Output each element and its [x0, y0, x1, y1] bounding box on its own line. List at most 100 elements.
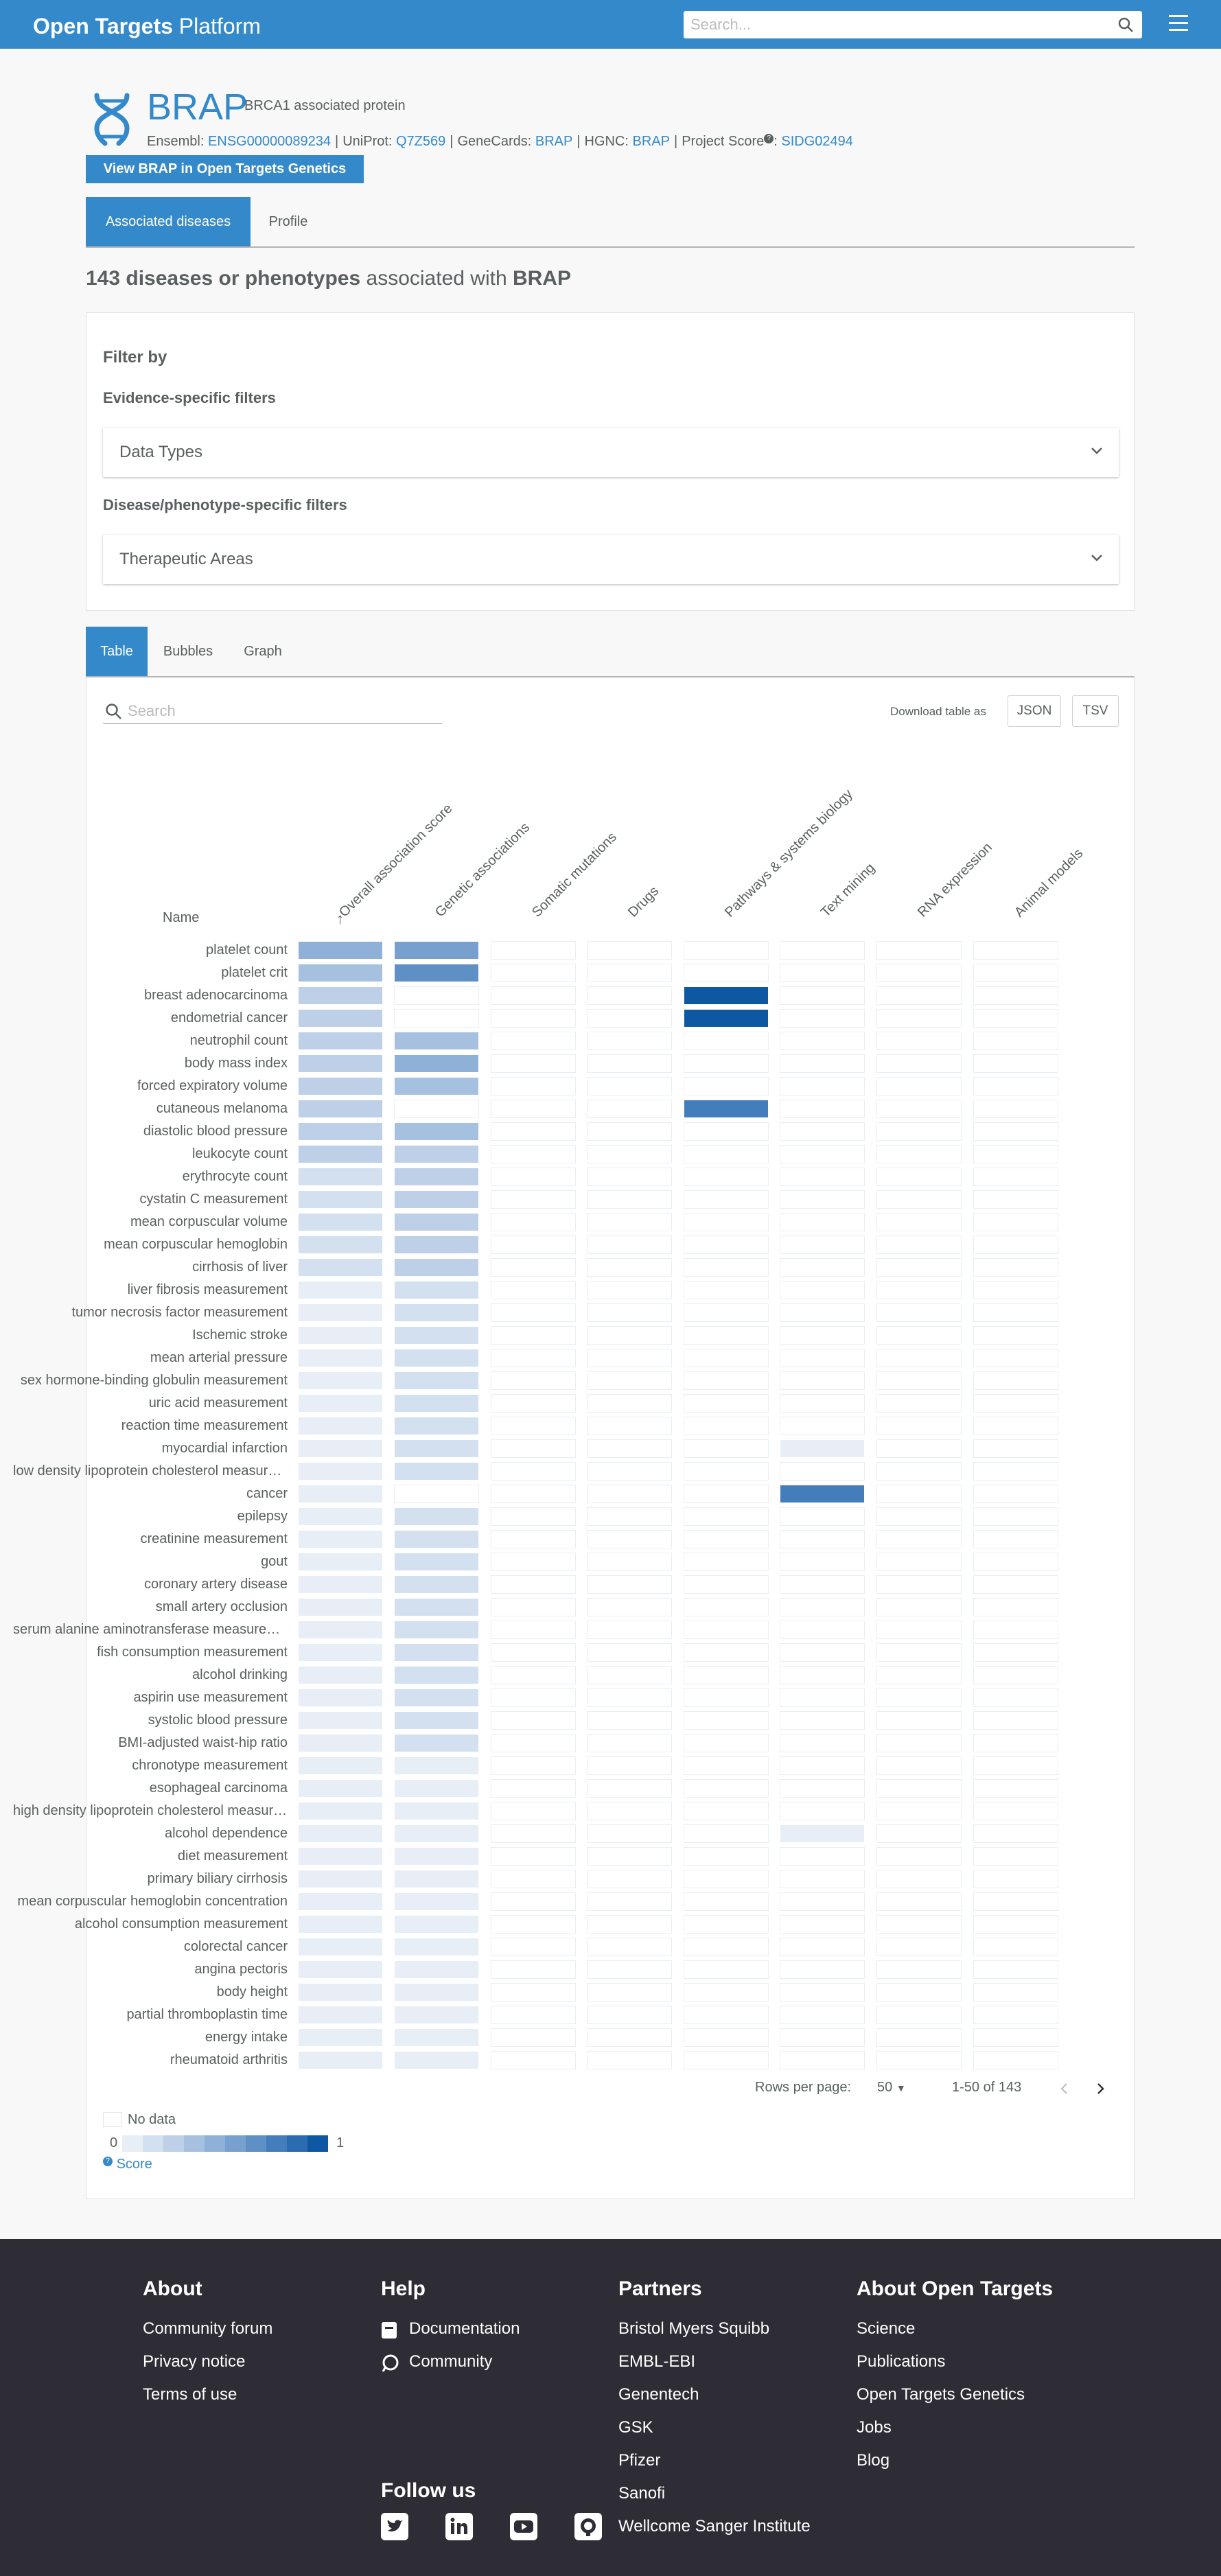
score-cell[interactable]: [394, 1032, 479, 1050]
score-cell[interactable]: [394, 1371, 479, 1390]
footer-link-genetics[interactable]: Open Targets Genetics: [857, 2385, 1025, 2404]
platform-logo[interactable]: Open Targets Platform: [33, 14, 261, 38]
score-cell[interactable]: [394, 1213, 479, 1231]
disease-name[interactable]: diastolic blood pressure: [143, 1124, 288, 1139]
score-cell[interactable]: [298, 1983, 383, 2001]
global-search-box[interactable]: [684, 11, 1142, 38]
score-cell[interactable]: [298, 1938, 383, 1956]
disease-name[interactable]: systolic blood pressure: [148, 1713, 288, 1728]
tab-table[interactable]: Table: [86, 627, 148, 676]
chevron-right-icon[interactable]: [1093, 2082, 1107, 2096]
name-column-header[interactable]: Name: [163, 910, 200, 925]
score-cell[interactable]: [394, 1258, 479, 1277]
score-cell[interactable]: [394, 1779, 479, 1798]
disease-name[interactable]: diet measurement: [177, 1848, 288, 1864]
tab-bubbles[interactable]: Bubbles: [163, 644, 213, 659]
score-cell[interactable]: [298, 1439, 383, 1458]
score-cell[interactable]: [394, 1326, 479, 1345]
tab-associated-diseases[interactable]: Associated diseases: [86, 197, 251, 246]
score-cell[interactable]: [394, 1235, 479, 1254]
score-cell[interactable]: [394, 1666, 479, 1684]
score-cell[interactable]: [298, 964, 383, 982]
score-cell[interactable]: [298, 1303, 383, 1322]
score-cell[interactable]: [394, 1394, 479, 1413]
footer-link-blog[interactable]: Blog: [857, 2451, 890, 2470]
footer-link-documentation[interactable]: Documentation: [409, 2319, 520, 2338]
score-cell[interactable]: [298, 1779, 383, 1798]
disease-name[interactable]: cystatin C measurement: [139, 1192, 288, 1207]
disease-name[interactable]: forced expiratory volume: [137, 1078, 288, 1093]
score-help-link[interactable]: ? Score: [103, 2157, 152, 2172]
score-cell[interactable]: [394, 1281, 479, 1299]
score-cell[interactable]: [298, 1145, 383, 1163]
footer-link-jobs[interactable]: Jobs: [857, 2418, 892, 2437]
disease-name[interactable]: rheumatoid arthritis: [170, 2052, 288, 2067]
disease-name[interactable]: serum alanine aminotransferase measureme…: [13, 1622, 288, 1637]
disease-name[interactable]: BMI-adjusted waist-hip ratio: [118, 1735, 288, 1750]
score-cell[interactable]: [394, 1575, 479, 1594]
score-cell[interactable]: [298, 1892, 383, 1911]
disease-name[interactable]: energy intake: [205, 2030, 288, 2045]
score-cell[interactable]: [298, 1575, 383, 1594]
tab-graph[interactable]: Graph: [244, 644, 282, 659]
score-cell[interactable]: [394, 2006, 479, 2024]
rows-per-page-select[interactable]: 50 ▼: [877, 2080, 906, 2095]
score-cell[interactable]: [394, 1870, 479, 1888]
score-cell[interactable]: [298, 1281, 383, 1299]
score-cell[interactable]: [298, 1802, 383, 1820]
disease-name[interactable]: body mass index: [184, 1056, 288, 1071]
download-tsv-button[interactable]: TSV: [1072, 695, 1119, 727]
table-search-box[interactable]: [103, 699, 442, 724]
partner-link[interactable]: EMBL-EBI: [618, 2352, 696, 2371]
score-cell[interactable]: [298, 1621, 383, 1639]
disease-name[interactable]: low density lipoprotein cholesterol meas…: [13, 1463, 288, 1478]
therapeutic-areas-dropdown[interactable]: Therapeutic Areas: [103, 535, 1119, 584]
disease-name[interactable]: Ischemic stroke: [192, 1327, 288, 1343]
disease-name[interactable]: alcohol consumption measurement: [74, 1916, 288, 1931]
score-cell[interactable]: [298, 1009, 383, 1028]
score-cell[interactable]: [298, 1417, 383, 1435]
score-cell[interactable]: [394, 1417, 479, 1435]
score-cell[interactable]: [780, 1439, 865, 1458]
score-cell[interactable]: [394, 1711, 479, 1730]
project-score-link[interactable]: SIDG02494: [781, 134, 853, 149]
disease-name[interactable]: mean corpuscular hemoglobin: [104, 1237, 288, 1252]
score-cell[interactable]: [684, 1100, 769, 1118]
score-cell[interactable]: [394, 1122, 479, 1141]
score-cell[interactable]: [394, 1689, 479, 1707]
disease-name[interactable]: coronary artery disease: [144, 1577, 288, 1592]
disease-name[interactable]: gout: [261, 1554, 288, 1569]
disease-name[interactable]: endometrial cancer: [170, 1010, 288, 1025]
score-cell[interactable]: [394, 2028, 479, 2047]
disease-name[interactable]: mean arterial pressure: [150, 1350, 288, 1365]
score-cell[interactable]: [298, 1711, 383, 1730]
score-cell[interactable]: [298, 1326, 383, 1345]
disease-name[interactable]: alcohol drinking: [192, 1667, 288, 1682]
disease-name[interactable]: platelet crit: [221, 965, 288, 980]
score-cell[interactable]: [298, 1371, 383, 1390]
footer-link-community[interactable]: Community: [409, 2352, 493, 2371]
score-cell[interactable]: [298, 1235, 383, 1254]
score-cell[interactable]: [684, 986, 769, 1005]
score-cell[interactable]: [394, 1892, 479, 1911]
disease-name[interactable]: myocardial infarction: [161, 1441, 288, 1456]
score-cell[interactable]: [394, 1190, 479, 1209]
github-icon[interactable]: [574, 2513, 602, 2540]
disease-name[interactable]: tumor necrosis factor measurement: [71, 1305, 288, 1320]
table-search-input[interactable]: [128, 701, 430, 721]
uniprot-link[interactable]: Q7Z569: [396, 134, 446, 149]
score-cell[interactable]: [298, 1122, 383, 1141]
score-cell[interactable]: [394, 1643, 479, 1662]
score-cell[interactable]: [298, 1666, 383, 1684]
score-cell[interactable]: [298, 986, 383, 1005]
sort-arrow-up-icon[interactable]: ↑: [336, 910, 344, 927]
data-types-dropdown[interactable]: Data Types: [103, 428, 1119, 477]
disease-name[interactable]: body height: [216, 1984, 288, 1999]
disease-name[interactable]: colorectal cancer: [183, 1939, 288, 1954]
download-json-button[interactable]: JSON: [1008, 695, 1061, 727]
disease-name[interactable]: uric acid measurement: [148, 1395, 288, 1411]
score-cell[interactable]: [394, 1462, 479, 1481]
partner-link[interactable]: Sanofi: [618, 2484, 666, 2503]
disease-name[interactable]: chronotype measurement: [132, 1758, 288, 1773]
disease-name[interactable]: primary biliary cirrhosis: [147, 1871, 288, 1886]
